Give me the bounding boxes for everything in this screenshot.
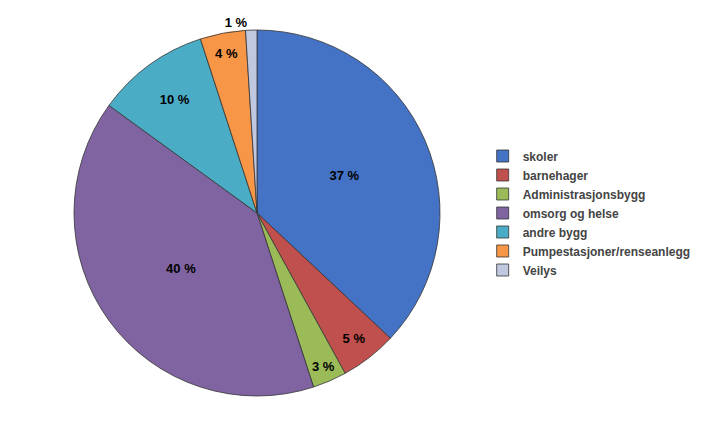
svg-text:omsorg og helse: omsorg og helse	[523, 207, 619, 221]
svg-text:Pumpestasjoner/renseanlegg: Pumpestasjoner/renseanlegg	[523, 245, 690, 259]
svg-text:barnehager: barnehager	[523, 169, 589, 183]
svg-text:40 %: 40 %	[166, 261, 196, 276]
svg-text:1 %: 1 %	[225, 15, 248, 30]
svg-text:37 %: 37 %	[330, 168, 360, 183]
svg-text:5 %: 5 %	[343, 331, 366, 346]
svg-text:10 %: 10 %	[160, 92, 190, 107]
svg-text:skoler: skoler	[523, 150, 559, 164]
svg-text:andre bygg: andre bygg	[523, 226, 588, 240]
svg-text:Veilys: Veilys	[523, 264, 557, 278]
svg-text:3 %: 3 %	[312, 359, 335, 374]
svg-text:4 %: 4 %	[215, 46, 238, 61]
svg-text:Administrasjonsbygg: Administrasjonsbygg	[523, 188, 646, 202]
